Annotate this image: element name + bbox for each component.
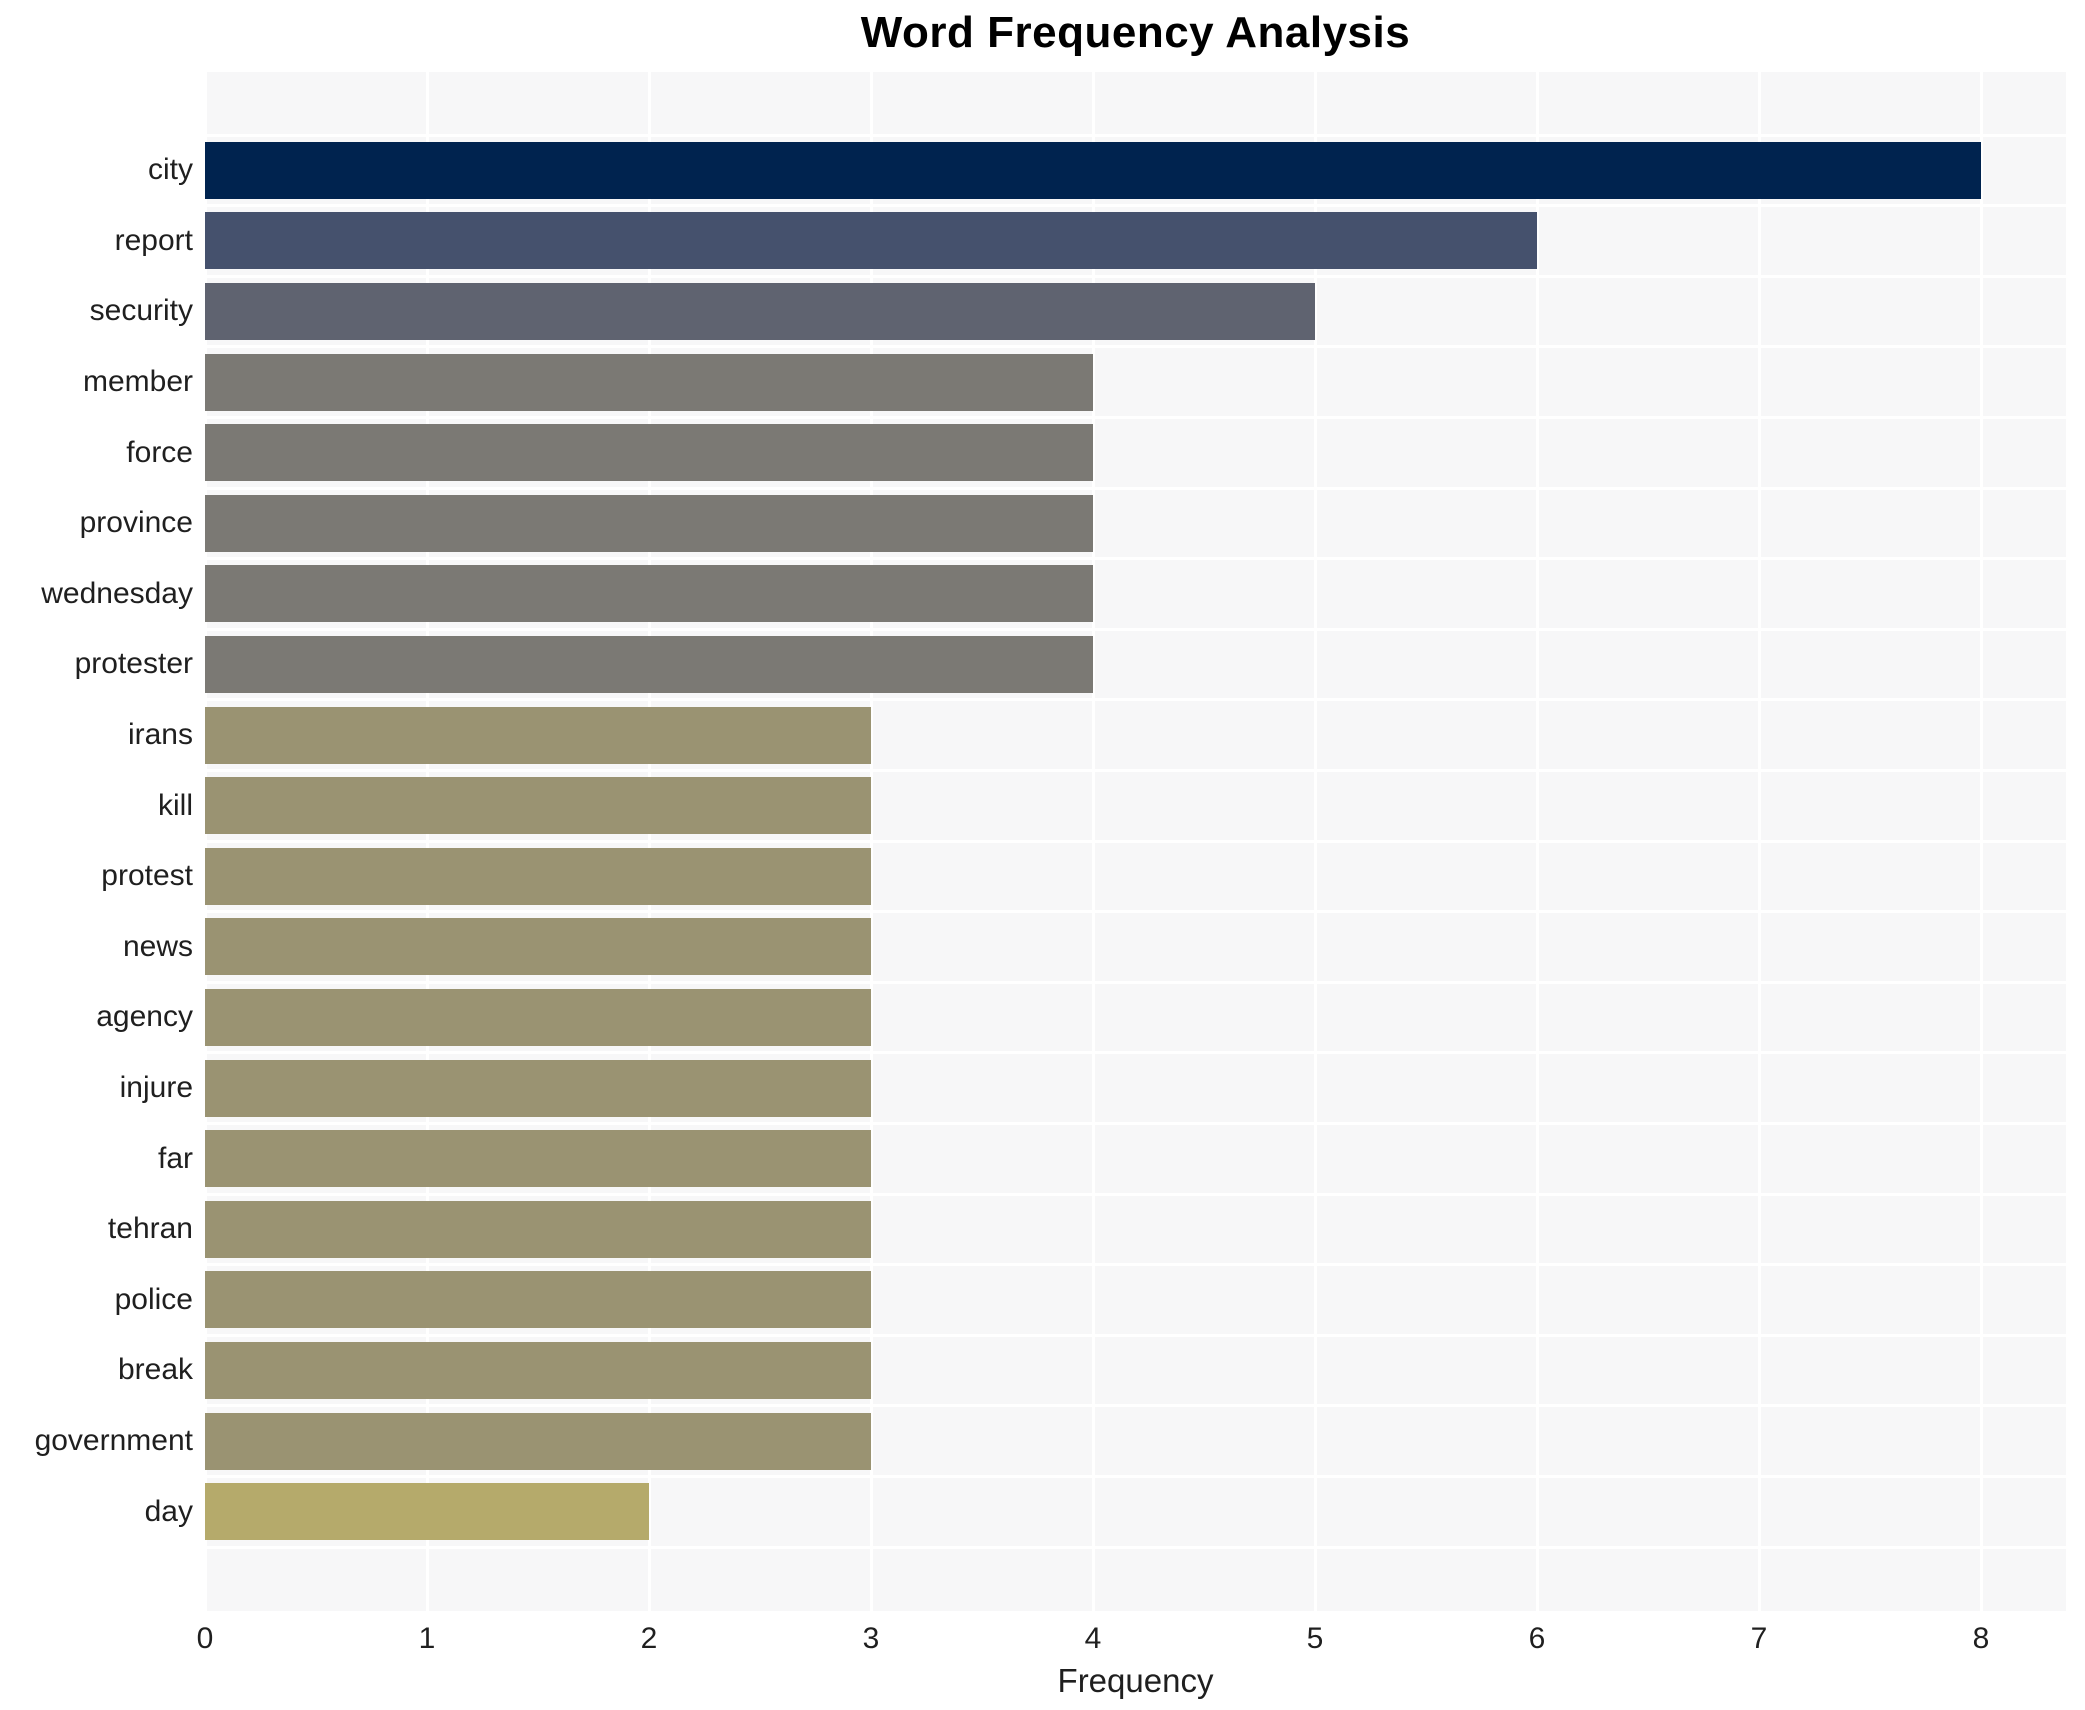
vertical-gridline <box>1091 72 1095 1611</box>
y-axis-labels: city report security member force province wed… <box>0 72 193 1611</box>
horizontal-gridline <box>205 1192 2066 1196</box>
horizontal-gridline <box>205 1263 2066 1267</box>
category-label-irans: irans <box>127 718 193 752</box>
x-tick-label-2: 2 <box>640 1622 658 1655</box>
horizontal-gridline <box>205 1404 2066 1408</box>
category-label-protester: protester <box>74 647 193 681</box>
horizontal-gridline <box>205 1474 2066 1478</box>
category-label-agency: agency <box>96 1000 193 1034</box>
x-tick-label-5: 5 <box>1306 1622 1324 1655</box>
bar-break <box>205 1342 871 1399</box>
category-label-city: city <box>148 153 193 187</box>
x-tick-label-8: 8 <box>1972 1622 1990 1655</box>
horizontal-gridline <box>205 1121 2066 1125</box>
x-axis-label: Frequency <box>1057 1662 1214 1699</box>
horizontal-gridline <box>205 768 2066 772</box>
chart-title: Word Frequency Analysis <box>860 8 1411 57</box>
category-label-tehran: tehran <box>107 1212 193 1246</box>
horizontal-gridline <box>205 274 2066 278</box>
bar-injure <box>205 1059 871 1117</box>
horizontal-gridline <box>205 1051 2066 1055</box>
bar-police <box>205 1271 871 1329</box>
category-label-break: break <box>117 1353 193 1387</box>
category-label-member: member <box>82 365 193 399</box>
bar-government <box>205 1412 871 1470</box>
vertical-gridline <box>425 72 429 1611</box>
bar-tehran <box>205 1200 871 1258</box>
category-label-wednesday: wednesday <box>41 576 193 610</box>
horizontal-gridline <box>205 486 2066 490</box>
bar-city <box>205 141 1981 199</box>
bar-irans <box>205 706 871 764</box>
category-label-province: province <box>79 506 193 540</box>
x-tick-label-7: 7 <box>1750 1622 1768 1655</box>
x-tick-label-1: 1 <box>418 1622 436 1655</box>
category-label-force: force <box>126 435 193 469</box>
bar-member <box>205 353 1093 411</box>
plot-area <box>203 72 2066 1611</box>
x-tick-label-4: 4 <box>1084 1622 1102 1655</box>
vertical-gridline <box>1757 72 1761 1611</box>
vertical-gridline <box>869 72 873 1611</box>
bar-protest <box>205 847 871 905</box>
category-label-protest: protest <box>101 859 193 893</box>
horizontal-gridline <box>205 133 2066 137</box>
bar-far <box>205 1130 871 1188</box>
bar-kill <box>205 777 871 835</box>
x-tick-label-6: 6 <box>1528 1622 1546 1655</box>
x-tick-label-0: 0 <box>196 1622 214 1655</box>
category-label-security: security <box>89 294 193 328</box>
vertical-gridline <box>1979 72 1983 1611</box>
bar-protester <box>205 636 1093 693</box>
bar-report <box>205 212 1537 270</box>
horizontal-gridline <box>205 910 2066 914</box>
vertical-gridline <box>647 72 651 1611</box>
horizontal-gridline <box>205 1333 2066 1337</box>
x-tick-label-3: 3 <box>862 1622 880 1655</box>
horizontal-gridline <box>205 839 2066 843</box>
horizontal-gridline <box>205 345 2066 349</box>
vertical-gridline <box>1535 72 1539 1611</box>
category-label-injure: injure <box>119 1071 193 1105</box>
category-label-day: day <box>144 1494 193 1528</box>
horizontal-gridline <box>205 1545 2066 1549</box>
bar-agency <box>205 989 871 1046</box>
bar-day <box>205 1483 649 1541</box>
vertical-gridline <box>203 72 207 1611</box>
category-label-far: far <box>157 1141 193 1175</box>
category-label-police: police <box>114 1282 193 1316</box>
bar-wednesday <box>205 565 1093 623</box>
category-label-report: report <box>114 223 193 257</box>
horizontal-gridline <box>205 698 2066 702</box>
vertical-gridline <box>1313 72 1317 1611</box>
bar-force <box>205 424 1093 482</box>
category-label-kill: kill <box>158 788 193 822</box>
category-label-news: news <box>122 929 193 963</box>
horizontal-gridline <box>205 980 2066 984</box>
bar-security <box>205 283 1315 340</box>
bar-news <box>205 918 871 976</box>
bar-province <box>205 494 1093 552</box>
horizontal-gridline <box>205 415 2066 419</box>
horizontal-gridline <box>205 204 2066 208</box>
horizontal-gridline <box>205 627 2066 631</box>
horizontal-gridline <box>205 557 2066 561</box>
category-label-government: government <box>34 1424 193 1458</box>
